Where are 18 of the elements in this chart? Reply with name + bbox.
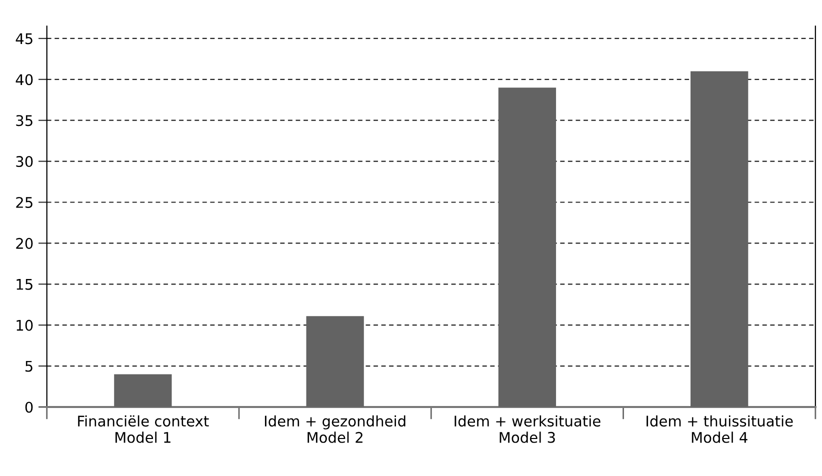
x-tick-label: Idem + werksituatie Model 3 [454, 415, 600, 443]
y-tick-label: 20 [16, 238, 33, 249]
y-tick-label: 45 [16, 33, 32, 44]
y-tick-label: 25 [16, 196, 32, 208]
bar [690, 71, 748, 407]
y-tick-label: 15 [16, 279, 32, 290]
x-tick-label: Financiële context Model 1 [78, 415, 209, 443]
y-tick-label: 0 [25, 402, 33, 413]
y-tick-label: 5 [26, 360, 32, 372]
y-tick-label: 35 [16, 115, 32, 126]
x-tick-label: Idem + gezondheid Model 2 [264, 415, 406, 443]
bar [498, 88, 556, 407]
y-tick-label: 10 [16, 320, 33, 331]
y-tick-label: 30 [16, 156, 33, 168]
bar [114, 374, 172, 407]
y-tick-label: 40 [16, 74, 33, 86]
x-tick-label: Idem + thuissituatie Model 4 [646, 415, 793, 443]
bar [306, 316, 364, 407]
